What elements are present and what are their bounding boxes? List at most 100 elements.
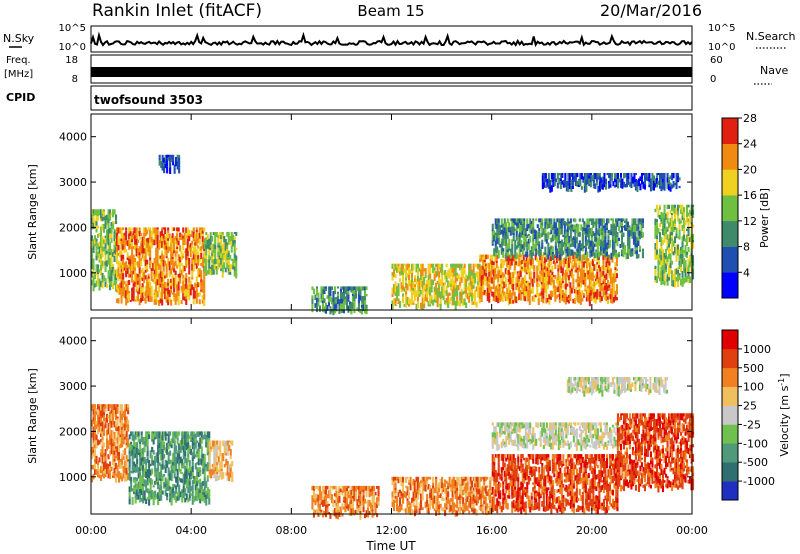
heatmap-cell (570, 287, 573, 294)
heatmap-cell (109, 281, 112, 285)
heatmap-cell (225, 452, 228, 456)
heatmap-cell (438, 271, 441, 278)
heatmap-cell (394, 498, 397, 501)
heatmap-cell (527, 267, 530, 270)
heatmap-cell (170, 246, 173, 254)
heatmap-cell (170, 438, 173, 445)
heatmap-cell (586, 228, 589, 235)
heatmap-cell (605, 249, 608, 252)
heatmap-cell (558, 299, 561, 303)
heatmap-cell (138, 299, 141, 306)
heatmap-cell (200, 493, 203, 498)
heatmap-cell (125, 431, 128, 437)
heatmap-cell (581, 259, 584, 264)
heatmap-cell (324, 306, 327, 310)
heatmap-cell (223, 464, 226, 468)
heatmap-cell (468, 291, 471, 297)
heatmap-cell (335, 500, 338, 503)
heatmap-cell (177, 290, 180, 297)
heatmap-cell (101, 217, 104, 222)
heatmap-cell (408, 263, 411, 268)
heatmap-cell (553, 218, 556, 222)
heatmap-cell (140, 240, 143, 244)
heatmap-cell (603, 295, 606, 300)
heatmap-cell (345, 301, 348, 308)
heatmap-cell (513, 297, 516, 302)
heatmap-cell (589, 250, 592, 254)
heatmap-cell (672, 226, 675, 233)
heatmap-cell (588, 285, 591, 289)
heatmap-cell (589, 218, 592, 222)
heatmap-cell (122, 254, 125, 260)
heatmap-cell (138, 261, 141, 268)
heatmap-cell (198, 299, 201, 305)
heatmap-cell (524, 236, 527, 242)
heatmap-cell (145, 498, 148, 504)
heatmap-cell (170, 238, 173, 244)
heatmap-cell (124, 404, 127, 410)
heatmap-cell (190, 449, 193, 456)
heatmap-cell (144, 248, 147, 256)
heatmap-cell (95, 215, 98, 222)
heatmap-cell (575, 263, 578, 270)
heatmap-cell (157, 482, 160, 486)
heatmap-cell (483, 254, 486, 260)
heatmap-cell (533, 243, 536, 251)
heatmap-cell (116, 227, 119, 233)
heatmap-cell (558, 173, 561, 176)
heatmap-cell (466, 275, 469, 282)
heatmap-cell (657, 259, 660, 266)
heatmap-cell (414, 492, 417, 495)
heatmap-cell (596, 246, 599, 254)
heatmap-cell (415, 263, 418, 267)
heatmap-cell (332, 301, 335, 307)
heatmap-cell (500, 278, 503, 285)
heatmap-cell (609, 173, 612, 179)
heatmap-cell (113, 455, 116, 459)
heatmap-cell (573, 264, 576, 268)
velocity-heatmap-cells (91, 377, 695, 520)
heatmap-cell (486, 293, 489, 300)
heatmap-cell (95, 284, 98, 287)
heatmap-cell (590, 234, 593, 238)
heatmap-cell (559, 221, 562, 224)
heatmap-cell (491, 229, 494, 232)
heatmap-cell (126, 240, 129, 247)
heatmap-cell (415, 278, 418, 282)
heatmap-cell (479, 266, 482, 273)
heatmap-cell (129, 231, 132, 237)
heatmap-cell (496, 229, 499, 233)
heatmap-cell (592, 224, 595, 228)
heatmap-cell (222, 475, 225, 479)
heatmap-cell (377, 485, 380, 491)
heatmap-cell (435, 476, 438, 479)
heatmap-cell (637, 240, 640, 246)
heatmap-cell (460, 274, 463, 278)
heatmap-cell (179, 262, 182, 268)
heatmap-cell (235, 247, 238, 251)
heatmap-cell (133, 453, 136, 459)
heatmap-cell (666, 275, 669, 282)
heatmap-cell (338, 299, 341, 302)
heatmap-cell (575, 226, 578, 233)
heatmap-cell (167, 278, 170, 283)
heatmap-cell (553, 173, 556, 179)
heatmap-cell (424, 291, 427, 295)
heatmap-cell (205, 258, 208, 264)
heatmap-cell (665, 255, 668, 260)
heatmap-cell (171, 233, 174, 238)
heatmap-cell (211, 250, 214, 253)
heatmap-cell (226, 440, 229, 446)
heatmap-cell (432, 505, 435, 509)
heatmap-cell (181, 437, 184, 445)
heatmap-cell (158, 431, 161, 438)
heatmap-cell (566, 260, 569, 267)
heatmap-cell (330, 286, 333, 290)
heatmap-cell (356, 499, 359, 502)
heatmap-cell (136, 478, 139, 482)
heatmap-cell (208, 497, 211, 505)
heatmap-cell (540, 256, 543, 264)
heatmap-cell (605, 218, 608, 226)
heatmap-cell (689, 214, 692, 220)
